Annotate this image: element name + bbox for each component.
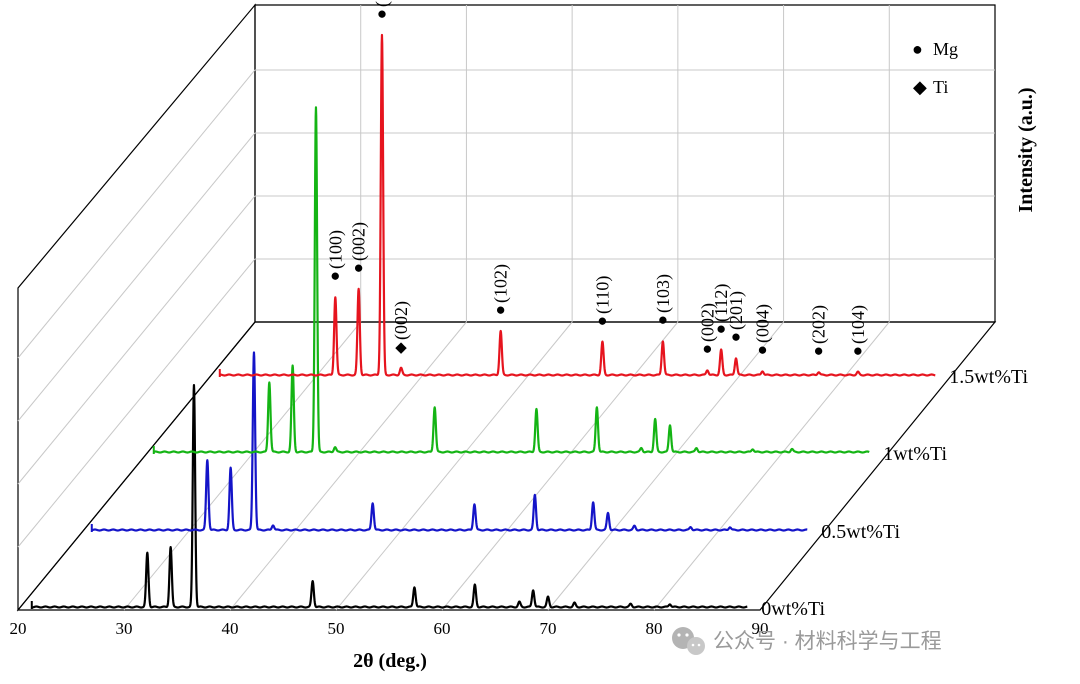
peak-marker: ● — [658, 310, 668, 329]
peak-marker: ● — [716, 319, 726, 338]
series-line — [152, 106, 871, 454]
x-tick-labels: 20 30 40 50 60 70 80 90 — [10, 619, 769, 638]
peak-label: (103) — [653, 274, 674, 313]
peak-marker: ● — [330, 266, 340, 285]
chart-gridlines — [17, 5, 995, 611]
series-line — [218, 33, 937, 377]
series-layer: 0wt%Ti 0.5wt%Ti 1wt%Ti 1.5wt%Ti — [30, 33, 1028, 620]
peak-label: (100) — [325, 230, 346, 269]
peak-label: (110) — [592, 276, 613, 314]
back-wall — [254, 4, 996, 323]
peak-label: (101) — [372, 0, 393, 7]
floor-gridline — [441, 321, 679, 611]
x-tick-label: 70 — [540, 619, 557, 638]
series-1-5wt-ti: 1.5wt%Ti — [218, 33, 1028, 388]
series-label: 1wt%Ti — [883, 443, 947, 465]
peak-label: (004) — [753, 304, 774, 343]
legend: ● Mg ◆ Ti — [912, 39, 958, 97]
peak-label: (202) — [809, 305, 830, 344]
floor-plane — [16, 321, 997, 611]
legend-marker-ti: ◆ — [913, 77, 927, 97]
peak-label: (002) — [697, 303, 718, 342]
floor-gridline — [547, 321, 784, 611]
floor-gridline — [229, 321, 467, 611]
watermark: 公众号 · 材料科学与工程 — [672, 627, 942, 655]
peak-label: (102) — [491, 264, 512, 303]
peak-marker: ● — [702, 339, 712, 358]
x-tick-label: 20 — [10, 619, 27, 638]
peak-annotations: ●(100)●(002)●(101)◆(002)●(102)●(110)●(10… — [325, 0, 869, 360]
peak-marker: ● — [353, 258, 363, 277]
floor-gridline — [335, 321, 573, 611]
peak-marker: ● — [731, 327, 741, 346]
series-label: 0.5wt%Ti — [821, 521, 900, 543]
y-axis-title: Intensity (a.u.) — [1015, 87, 1037, 212]
series-label: 0wt%Ti — [761, 598, 825, 620]
legend-label-mg: Mg — [933, 39, 958, 59]
series-label: 1.5wt%Ti — [949, 366, 1028, 388]
floor-gridline — [123, 321, 362, 611]
legend-label-ti: Ti — [933, 77, 948, 97]
series-line — [30, 383, 749, 609]
x-tick-label: 60 — [434, 619, 451, 638]
x-tick-label: 90 — [752, 619, 769, 638]
peak-label: (112) — [711, 284, 732, 322]
chart-walls — [16, 3, 997, 612]
series-line — [90, 351, 809, 532]
series-1wt-ti: 1wt%Ti — [152, 106, 947, 465]
x-tick-label: 80 — [646, 619, 663, 638]
x-tick-label: 30 — [116, 619, 133, 638]
peak-marker: ● — [853, 341, 863, 360]
peak-label: (104) — [848, 305, 869, 344]
left-wall-gridline — [17, 258, 256, 548]
peak-marker: ● — [377, 4, 387, 23]
legend-marker-mg: ● — [912, 39, 923, 59]
x-tick-label: 50 — [328, 619, 345, 638]
floor-gridline — [653, 321, 890, 611]
peak-label: (002) — [391, 301, 412, 340]
peak-marker: ● — [757, 340, 767, 359]
peak-marker: ● — [496, 300, 506, 319]
series-0wt-ti: 0wt%Ti — [30, 383, 825, 620]
left-wall — [17, 3, 256, 612]
left-wall-gridline — [17, 132, 256, 422]
peak-marker: ◆ — [395, 340, 407, 356]
x-tick-label: 40 — [222, 619, 239, 638]
peak-label: (201) — [726, 291, 747, 330]
peak-marker: ● — [597, 311, 607, 330]
left-wall-gridline — [17, 195, 256, 485]
watermark-text: 公众号 · 材料科学与工程 — [713, 630, 942, 653]
left-wall-gridline — [17, 69, 256, 359]
wechat-icon — [672, 627, 705, 655]
x-axis-title: 2θ (deg.) — [353, 650, 427, 672]
series-0-5wt-ti: 0.5wt%Ti — [90, 351, 900, 543]
peak-label: (002) — [349, 222, 370, 261]
peak-marker: ● — [814, 341, 824, 360]
